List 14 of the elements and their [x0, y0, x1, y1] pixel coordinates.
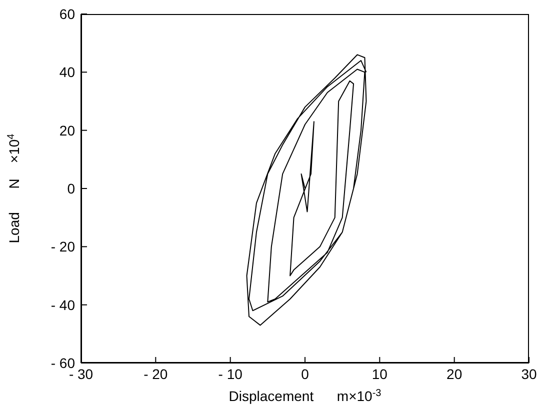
x-axis-title: Displacement m×10$^{-3}$ — [228, 388, 382, 404]
x-tick-label: - 20 — [144, 366, 168, 382]
x-tick-label: 30 — [521, 366, 537, 382]
x-tick-label: - 10 — [218, 366, 243, 382]
y-tick-label: 0 — [67, 180, 76, 196]
x-tick-label: 20 — [446, 366, 462, 382]
x-tick-label: 10 — [372, 366, 388, 382]
y-tick-label: - 40 — [50, 296, 76, 313]
y-tick-label: 40 — [59, 64, 76, 80]
y-tick-label: 20 — [59, 122, 76, 138]
line-series — [246, 54, 367, 326]
y-tick-label: - 20 — [50, 238, 76, 255]
x-tick-label: 0 — [301, 366, 310, 382]
y-tick-label: 60 — [59, 6, 76, 22]
